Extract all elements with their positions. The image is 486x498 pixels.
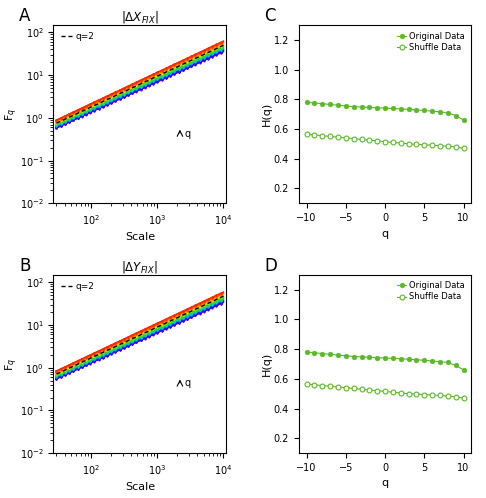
Legend: q=2: q=2 bbox=[58, 29, 97, 44]
Legend: Original Data, Shuffle Data: Original Data, Shuffle Data bbox=[395, 279, 467, 304]
Title: $|\Delta X_{FIX}|$: $|\Delta X_{FIX}|$ bbox=[121, 9, 158, 25]
Title: $|\Delta Y_{FIX}|$: $|\Delta Y_{FIX}|$ bbox=[122, 259, 158, 275]
Legend: Original Data, Shuffle Data: Original Data, Shuffle Data bbox=[395, 29, 467, 54]
Legend: q=2: q=2 bbox=[58, 279, 97, 294]
X-axis label: q: q bbox=[382, 229, 389, 239]
Y-axis label: F$_q$: F$_q$ bbox=[3, 108, 20, 121]
Y-axis label: H(q): H(q) bbox=[262, 352, 272, 376]
Text: A: A bbox=[19, 7, 30, 25]
Text: q: q bbox=[185, 128, 191, 138]
X-axis label: q: q bbox=[382, 479, 389, 489]
X-axis label: Scale: Scale bbox=[125, 233, 155, 243]
Text: D: D bbox=[264, 257, 277, 275]
X-axis label: Scale: Scale bbox=[125, 482, 155, 492]
Y-axis label: F$_q$: F$_q$ bbox=[3, 358, 20, 371]
Text: C: C bbox=[264, 7, 276, 25]
Y-axis label: H(q): H(q) bbox=[262, 102, 272, 126]
Text: B: B bbox=[19, 257, 30, 275]
Text: q: q bbox=[185, 378, 191, 388]
